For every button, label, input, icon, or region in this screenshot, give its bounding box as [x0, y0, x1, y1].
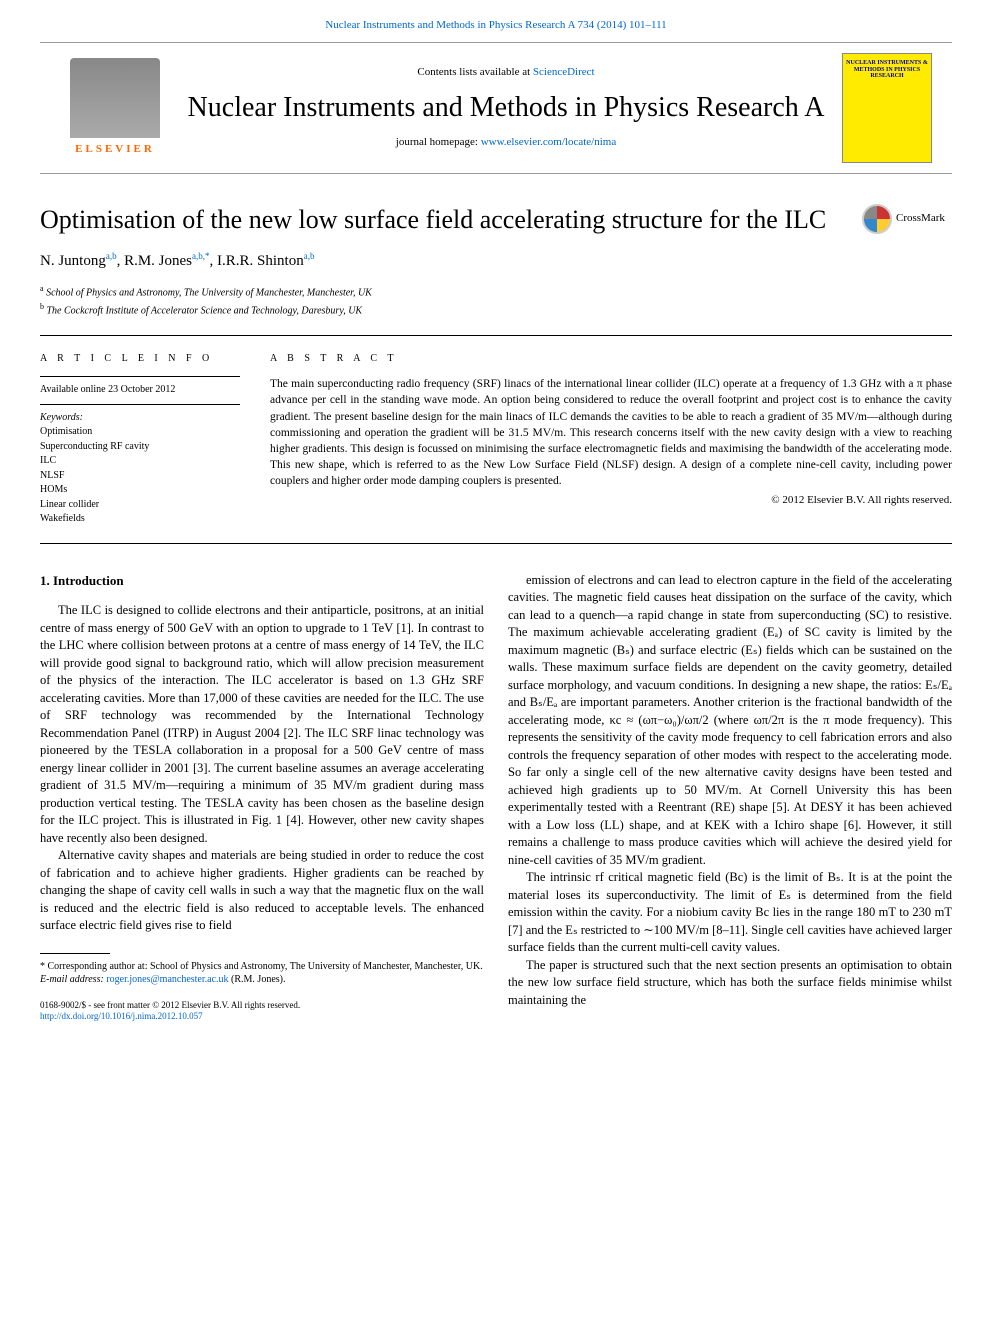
journal-citation-header: Nuclear Instruments and Methods in Physi… — [0, 0, 992, 42]
body-paragraph: Alternative cavity shapes and materials … — [40, 847, 484, 935]
keywords-label: Keywords: — [40, 411, 240, 426]
journal-cover-badge: NUCLEAR INSTRUMENTS & METHODS IN PHYSICS… — [842, 53, 932, 163]
journal-header-box: ELSEVIER Contents lists available at Sci… — [40, 42, 952, 174]
corresponding-footnote: * Corresponding author at: School of Phy… — [40, 960, 484, 973]
abstract-copyright: © 2012 Elsevier B.V. All rights reserved… — [270, 493, 952, 509]
keyword: ILC — [40, 454, 240, 469]
affiliation-b: The Cockcroft Institute of Accelerator S… — [47, 305, 363, 316]
author-1-aff: a,b — [106, 251, 117, 261]
affiliation-a: School of Physics and Astronomy, The Uni… — [46, 288, 372, 299]
article-info-heading: A R T I C L E I N F O — [40, 352, 240, 367]
keyword: Wakefields — [40, 512, 240, 527]
journal-homepage-line: journal homepage: www.elsevier.com/locat… — [170, 135, 842, 151]
authors-line: N. Juntonga,b, R.M. Jonesa,b,*, I.R.R. S… — [40, 250, 952, 273]
keyword: Optimisation — [40, 425, 240, 440]
elsevier-tree-icon — [70, 58, 160, 138]
body-columns: 1. Introduction The ILC is designed to c… — [40, 572, 952, 1023]
keyword: HOMs — [40, 483, 240, 498]
elsevier-label: ELSEVIER — [75, 142, 155, 158]
section-heading: 1. Introduction — [40, 572, 484, 590]
affiliations: a School of Physics and Astronomy, The U… — [40, 283, 952, 319]
badge-title: NUCLEAR INSTRUMENTS & METHODS IN PHYSICS… — [846, 60, 928, 80]
journal-title: Nuclear Instruments and Methods in Physi… — [170, 91, 842, 125]
author-3-aff: a,b — [304, 251, 315, 261]
author-3[interactable]: I.R.R. Shinton — [217, 253, 304, 269]
corresponding-star: * — [205, 251, 210, 261]
homepage-link[interactable]: www.elsevier.com/locate/nima — [481, 136, 617, 148]
author-1[interactable]: N. Juntong — [40, 253, 106, 269]
body-paragraph: emission of electrons and can lead to el… — [508, 572, 952, 870]
email-link[interactable]: roger.jones@manchester.ac.uk — [106, 974, 228, 985]
article-info-column: A R T I C L E I N F O Available online 2… — [40, 352, 240, 527]
citation-link[interactable]: Nuclear Instruments and Methods in Physi… — [325, 19, 666, 31]
keyword: Superconducting RF cavity — [40, 440, 240, 455]
crossmark-badge[interactable]: CrossMark — [862, 204, 952, 234]
keyword: NLSF — [40, 469, 240, 484]
available-online: Available online 23 October 2012 — [40, 383, 240, 398]
email-footnote: E-mail address: roger.jones@manchester.a… — [40, 973, 484, 986]
article-title: Optimisation of the new low surface fiel… — [40, 204, 842, 237]
divider — [40, 543, 952, 544]
body-column-right: emission of electrons and can lead to el… — [508, 572, 952, 1023]
doi-link[interactable]: http://dx.doi.org/10.1016/j.nima.2012.10… — [40, 1011, 484, 1023]
abstract-text: The main superconducting radio frequency… — [270, 376, 952, 489]
author-2[interactable]: R.M. Jones — [124, 253, 192, 269]
body-paragraph: The paper is structured such that the ne… — [508, 957, 952, 1010]
body-column-left: 1. Introduction The ILC is designed to c… — [40, 572, 484, 1023]
crossmark-label: CrossMark — [896, 211, 945, 227]
crossmark-icon — [862, 204, 892, 234]
journal-title-block: Contents lists available at ScienceDirec… — [170, 65, 842, 150]
divider — [40, 335, 952, 336]
sciencedirect-link[interactable]: ScienceDirect — [533, 66, 595, 78]
issn-line: 0168-9002/$ - see front matter © 2012 El… — [40, 1000, 484, 1012]
elsevier-logo[interactable]: ELSEVIER — [60, 53, 170, 163]
abstract-heading: A B S T R A C T — [270, 352, 952, 367]
contents-line: Contents lists available at ScienceDirec… — [170, 65, 842, 81]
body-paragraph: The ILC is designed to collide electrons… — [40, 602, 484, 847]
author-2-aff: a,b, — [192, 251, 205, 261]
footer-info: 0168-9002/$ - see front matter © 2012 El… — [40, 1000, 484, 1023]
keyword: Linear collider — [40, 498, 240, 513]
abstract-column: A B S T R A C T The main superconducting… — [270, 352, 952, 527]
footnote-divider — [40, 953, 110, 954]
body-paragraph: The intrinsic rf critical magnetic field… — [508, 869, 952, 957]
